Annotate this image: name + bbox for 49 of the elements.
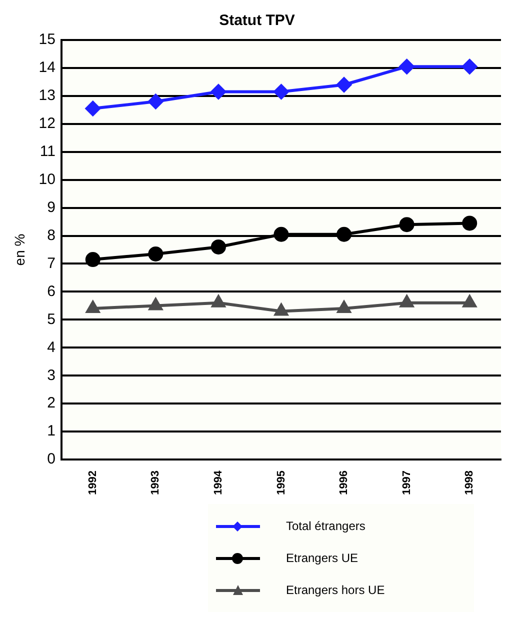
point — [274, 226, 289, 242]
point — [462, 295, 476, 308]
point — [400, 295, 414, 308]
point — [210, 239, 226, 254]
point — [148, 246, 164, 262]
y-tick-label: 1 — [47, 422, 56, 440]
y-tick-label: 12 — [38, 115, 56, 132]
x-tick-label: 1994 — [212, 470, 224, 496]
x-tick-label: 1992 — [86, 470, 99, 496]
point — [462, 59, 478, 74]
point — [86, 301, 100, 313]
legend-label: Etrangers UE — [286, 551, 358, 565]
y-axis-title: en % — [11, 234, 28, 266]
point — [274, 304, 288, 316]
point — [462, 216, 478, 231]
x-tick-label: 1993 — [150, 470, 162, 496]
x-tick-label: 1997 — [400, 470, 413, 496]
x-tick-label: 1995 — [275, 470, 288, 496]
point — [336, 226, 352, 242]
point — [148, 298, 162, 310]
y-tick-label: 13 — [38, 87, 56, 104]
x-tick-label: 1996 — [338, 470, 350, 496]
point — [399, 59, 414, 74]
y-tick-label: 4 — [47, 338, 56, 356]
point — [210, 84, 226, 100]
point — [212, 295, 226, 308]
y-tick-label: 6 — [47, 282, 56, 300]
point — [148, 94, 164, 110]
y-tick-label: 8 — [47, 226, 56, 244]
y-tick-label: 11 — [40, 143, 56, 160]
y-tick-label: 15 — [38, 31, 56, 48]
y-tick-label: 7 — [47, 254, 56, 272]
y-tick-label: 14 — [38, 59, 56, 76]
point — [85, 252, 100, 268]
y-tick-label: 3 — [47, 366, 56, 384]
legend-label: Total étrangers — [286, 519, 366, 533]
point — [337, 301, 351, 313]
point — [336, 77, 352, 92]
point — [85, 101, 100, 116]
point — [399, 217, 414, 232]
y-tick-label: 9 — [47, 198, 56, 216]
x-tick-label: 1998 — [464, 470, 476, 496]
y-tick-label: 0 — [47, 450, 56, 468]
y-tick-label: 10 — [38, 170, 56, 188]
y-tick-label: 2 — [47, 394, 56, 412]
legend-label: Etrangers hors UE — [286, 583, 385, 597]
y-tick-label: 5 — [47, 310, 56, 328]
chart-title: Statut TPV — [219, 12, 295, 30]
point — [274, 84, 289, 100]
